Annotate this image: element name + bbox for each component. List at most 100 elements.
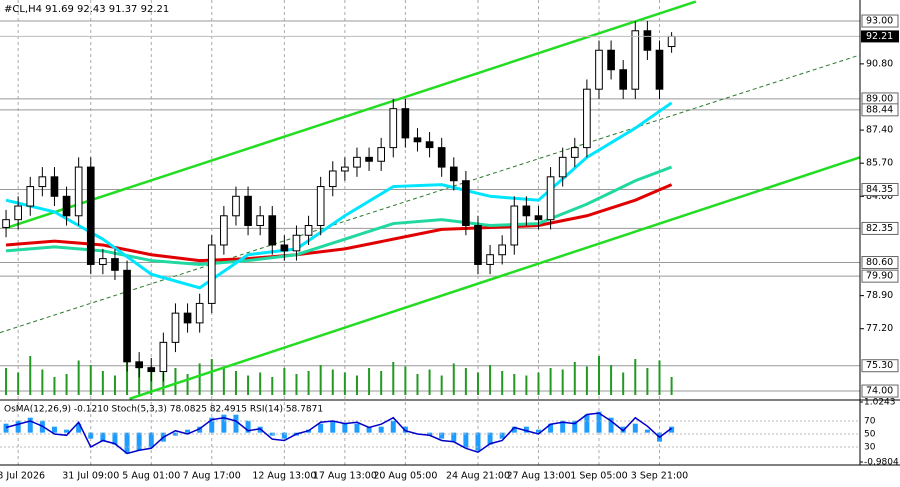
level-label: 88.44 — [866, 104, 893, 115]
candle-body — [171, 312, 180, 343]
rsi-tick-label: 50 — [864, 429, 876, 439]
candle-body — [304, 225, 313, 236]
moving-average — [5, 101, 673, 290]
candle-body — [437, 147, 446, 168]
candle-body — [353, 156, 361, 168]
level-label-box — [861, 182, 899, 196]
x-tick-label: 5 Aug 01:00 — [122, 471, 180, 482]
candle-body — [401, 108, 410, 139]
level-label-box — [861, 359, 899, 373]
x-tick-label: 24 Aug 21:00 — [446, 471, 510, 482]
candle-body — [595, 49, 603, 90]
level-label: 93.00 — [866, 16, 893, 27]
candle-body — [486, 254, 494, 265]
candle-body — [280, 244, 289, 252]
level-label: 84.35 — [866, 184, 893, 195]
level-label: 74.00 — [866, 386, 893, 397]
level-label-box — [861, 384, 899, 398]
level-label-box — [861, 221, 899, 235]
osma-tick-label: -0.9804 — [864, 458, 899, 468]
candle-body — [558, 156, 567, 178]
candle-body — [135, 361, 143, 369]
candle-body — [220, 215, 228, 246]
candle-body — [207, 244, 216, 304]
current-price-box — [861, 30, 899, 43]
candle-body — [26, 186, 35, 207]
candle-body — [256, 215, 264, 227]
level-label: 82.35 — [866, 223, 893, 234]
candle-body — [389, 108, 398, 149]
rsi-tick-label: 70 — [864, 416, 876, 426]
x-tick-label: 3 Sep 21:00 — [631, 471, 688, 482]
x-tick-label: 20 Aug 05:00 — [373, 471, 437, 482]
moving-average — [5, 183, 673, 263]
candle-body — [546, 176, 555, 221]
candle-body — [244, 195, 252, 227]
candle-body — [377, 147, 386, 162]
y-tick-label: 90.80 — [866, 58, 893, 69]
candle-body — [534, 215, 543, 221]
candle-body — [268, 215, 277, 246]
oscillator-caption: OsMA(12,26,9) -0.1210 Stoch(5,3,3) 78.08… — [4, 405, 323, 415]
candle-body — [62, 195, 71, 217]
level-label: 75.30 — [866, 360, 893, 371]
x-tick-label: 31 Jul 09:00 — [62, 471, 119, 482]
candle-body — [50, 176, 59, 197]
candle-body — [667, 35, 676, 48]
candle-body — [425, 141, 434, 149]
candle-body — [14, 205, 22, 221]
level-label-box — [861, 269, 899, 283]
candle-body — [99, 258, 107, 265]
channel-line — [129, 156, 861, 401]
candle-body — [111, 258, 119, 271]
candle-body — [159, 341, 168, 373]
level-label: 79.90 — [866, 271, 893, 282]
candle-body — [510, 205, 519, 246]
candle-body — [607, 49, 615, 71]
level-label-box — [861, 256, 899, 270]
candle-body — [643, 30, 652, 51]
osma-tick-label: 1.0243 — [864, 398, 896, 408]
candle-body — [195, 302, 204, 324]
candle-body — [183, 312, 192, 324]
y-tick-label: 78.90 — [866, 290, 893, 301]
x-tick-label: 1 Sep 05:00 — [570, 471, 627, 482]
channel-line — [0, 54, 861, 334]
candle-body — [147, 367, 156, 373]
x-tick-label: 12 Aug 13:00 — [252, 471, 316, 482]
candle-body — [413, 137, 422, 143]
y-tick-label: 87.40 — [866, 125, 893, 136]
candle-body — [619, 69, 628, 90]
candle-body — [86, 166, 95, 265]
candle-body — [316, 186, 325, 227]
candle-body — [123, 269, 131, 363]
current-price-label: 92.21 — [866, 31, 893, 42]
moving-average — [5, 165, 673, 266]
candle-body — [365, 156, 373, 162]
candle-body — [449, 166, 458, 182]
rsi-line — [5, 412, 673, 455]
level-label-box — [861, 14, 899, 28]
candle-body — [570, 147, 579, 158]
candle-body — [38, 176, 47, 188]
y-tick-label: 85.70 — [866, 158, 893, 169]
x-tick-label: 17 Aug 13:00 — [313, 471, 377, 482]
candle-body — [292, 234, 301, 252]
channel-line — [5, 0, 697, 230]
candle-body — [631, 30, 640, 90]
candle-body — [498, 244, 507, 256]
x-tick-label: 28 Jul 2026 — [0, 471, 45, 482]
y-tick-label: 77.20 — [866, 323, 893, 334]
candle-body — [232, 195, 240, 217]
candle-body — [328, 170, 337, 188]
candle-body — [2, 219, 10, 228]
level-label: 89.00 — [866, 93, 893, 104]
candle-body — [341, 166, 349, 172]
candle-body — [583, 88, 591, 149]
x-tick-label: 27 Aug 13:00 — [506, 471, 570, 482]
candle-body — [74, 166, 83, 217]
y-tick-label: 84.00 — [866, 191, 893, 202]
candle-body — [655, 49, 664, 90]
x-tick-label: 7 Aug 17:00 — [183, 471, 241, 482]
